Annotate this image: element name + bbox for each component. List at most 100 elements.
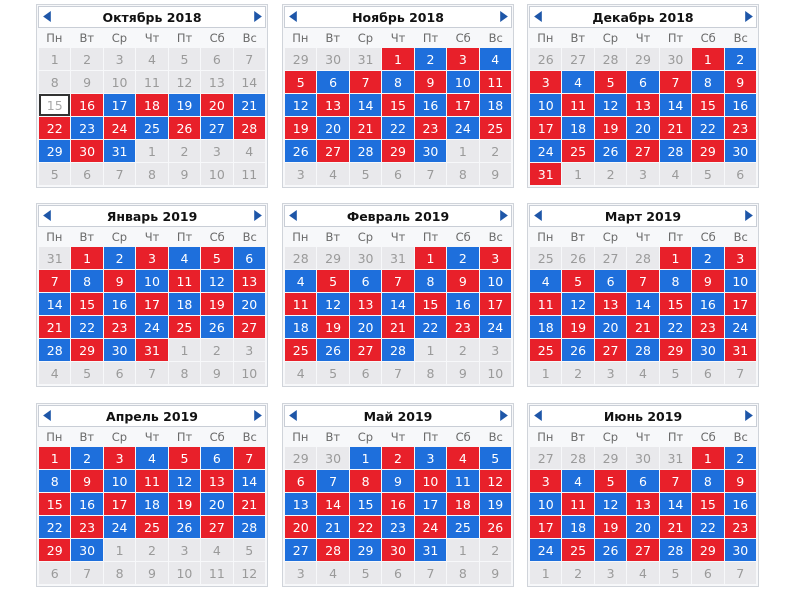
day-cell[interactable]: 8 [39, 470, 71, 492]
day-cell[interactable]: 12 [479, 470, 511, 492]
day-cell[interactable]: 23 [447, 316, 479, 338]
day-cell[interactable]: 5 [594, 71, 627, 93]
day-cell[interactable]: 7 [382, 270, 414, 292]
day-cell[interactable]: 23 [382, 516, 414, 538]
day-cell[interactable]: 10 [103, 470, 136, 492]
day-cell-other-month[interactable]: 6 [349, 362, 382, 384]
day-cell[interactable]: 13 [317, 94, 349, 116]
day-cell[interactable]: 20 [285, 516, 317, 538]
day-cell[interactable]: 5 [562, 270, 594, 292]
day-cell-other-month[interactable]: 10 [233, 362, 265, 384]
day-cell[interactable]: 2 [692, 247, 724, 269]
day-cell[interactable]: 30 [414, 140, 447, 162]
day-cell[interactable]: 22 [692, 117, 724, 139]
day-cell-other-month[interactable]: 1 [530, 362, 562, 384]
day-cell[interactable]: 5 [479, 447, 511, 469]
day-cell-other-month[interactable]: 5 [659, 362, 692, 384]
day-cell[interactable]: 18 [136, 493, 168, 515]
day-cell[interactable]: 13 [201, 470, 233, 492]
day-cell[interactable]: 27 [627, 140, 659, 162]
day-cell-other-month[interactable]: 1 [39, 48, 71, 70]
day-cell[interactable]: 15 [382, 94, 414, 116]
day-cell-other-month[interactable]: 25 [530, 247, 562, 269]
day-cell-other-month[interactable]: 8 [447, 562, 479, 584]
day-cell[interactable]: 2 [724, 447, 756, 469]
day-cell-other-month[interactable]: 6 [692, 562, 724, 584]
day-cell[interactable]: 22 [71, 316, 103, 338]
day-cell-other-month[interactable]: 6 [692, 362, 724, 384]
day-cell[interactable]: 22 [39, 117, 71, 139]
next-month-arrow-icon[interactable] [742, 10, 754, 22]
day-cell-other-month[interactable]: 30 [349, 247, 382, 269]
day-cell-other-month[interactable]: 9 [71, 71, 103, 93]
day-cell[interactable]: 16 [414, 94, 447, 116]
day-cell-other-month[interactable]: 2 [201, 339, 233, 361]
day-cell[interactable]: 1 [692, 447, 724, 469]
day-cell[interactable]: 5 [201, 247, 233, 269]
day-cell[interactable]: 18 [479, 94, 511, 116]
day-cell[interactable]: 27 [627, 539, 659, 561]
day-cell[interactable]: 21 [233, 94, 265, 116]
day-cell[interactable]: 16 [103, 293, 136, 315]
next-month-arrow-icon[interactable] [497, 10, 509, 22]
day-cell[interactable]: 21 [39, 316, 71, 338]
day-cell[interactable]: 24 [103, 117, 136, 139]
day-cell[interactable]: 28 [627, 339, 659, 361]
day-cell[interactable]: 17 [530, 117, 562, 139]
day-cell[interactable]: 19 [594, 117, 627, 139]
next-month-arrow-icon[interactable] [251, 10, 263, 22]
day-cell[interactable]: 8 [414, 270, 447, 292]
day-cell-other-month[interactable]: 7 [71, 562, 103, 584]
day-cell-other-month[interactable]: 11 [136, 71, 168, 93]
day-cell-other-month[interactable]: 4 [39, 362, 71, 384]
day-cell[interactable]: 17 [530, 516, 562, 538]
day-cell[interactable]: 30 [724, 140, 756, 162]
day-cell[interactable]: 9 [447, 270, 479, 292]
day-cell[interactable]: 4 [168, 247, 201, 269]
day-cell[interactable]: 29 [692, 140, 724, 162]
day-cell[interactable]: 31 [136, 339, 168, 361]
day-cell[interactable]: 20 [627, 516, 659, 538]
day-cell[interactable]: 1 [382, 48, 414, 70]
day-cell[interactable]: 9 [692, 270, 724, 292]
day-cell[interactable]: 25 [562, 539, 594, 561]
day-cell[interactable]: 25 [447, 516, 479, 538]
day-cell[interactable]: 18 [136, 94, 168, 116]
day-cell[interactable]: 11 [136, 470, 168, 492]
day-cell-other-month[interactable]: 30 [317, 48, 349, 70]
day-cell[interactable]: 1 [39, 447, 71, 469]
day-cell-other-month[interactable]: 12 [168, 71, 201, 93]
day-cell-other-month[interactable]: 5 [317, 362, 349, 384]
day-cell-other-month[interactable]: 7 [414, 163, 447, 185]
day-cell-other-month[interactable]: 28 [594, 48, 627, 70]
day-cell[interactable]: 26 [201, 316, 233, 338]
day-cell[interactable]: 27 [201, 117, 233, 139]
day-cell[interactable]: 10 [479, 270, 511, 292]
day-cell[interactable]: 20 [201, 493, 233, 515]
day-cell[interactable]: 17 [479, 293, 511, 315]
day-cell-other-month[interactable]: 6 [724, 163, 756, 185]
day-cell[interactable]: 29 [39, 539, 71, 561]
next-month-arrow-icon[interactable] [742, 209, 754, 221]
day-cell[interactable]: 18 [168, 293, 201, 315]
day-cell-other-month[interactable]: 7 [382, 362, 414, 384]
day-cell[interactable]: 16 [382, 493, 414, 515]
day-cell-other-month[interactable]: 30 [659, 48, 692, 70]
day-cell[interactable]: 11 [562, 493, 594, 515]
day-cell-other-month[interactable]: 29 [285, 447, 317, 469]
day-cell[interactable]: 11 [479, 71, 511, 93]
day-cell-other-month[interactable]: 1 [447, 140, 479, 162]
day-cell[interactable]: 9 [382, 470, 414, 492]
day-cell[interactable]: 3 [724, 247, 756, 269]
day-cell[interactable]: 5 [285, 71, 317, 93]
day-cell-other-month[interactable]: 13 [201, 71, 233, 93]
day-cell[interactable]: 23 [414, 117, 447, 139]
day-cell[interactable]: 6 [233, 247, 265, 269]
day-cell[interactable]: 8 [692, 470, 724, 492]
day-cell[interactable]: 15 [71, 293, 103, 315]
day-cell[interactable]: 14 [349, 94, 382, 116]
day-cell[interactable]: 19 [168, 493, 201, 515]
day-cell[interactable]: 4 [562, 71, 594, 93]
prev-month-arrow-icon[interactable] [532, 209, 544, 221]
day-cell[interactable]: 29 [659, 339, 692, 361]
